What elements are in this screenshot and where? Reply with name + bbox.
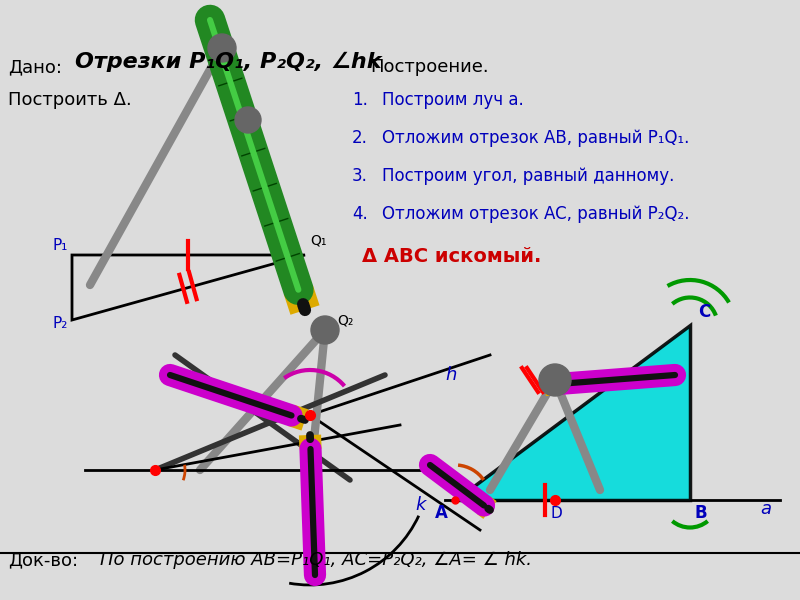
Text: Док-во:: Док-во:: [8, 551, 78, 569]
Circle shape: [235, 107, 261, 133]
Text: По построению AB=P₁Q₁, AC=P₂Q₂, ∠A= ∠ hk.: По построению AB=P₁Q₁, AC=P₂Q₂, ∠A= ∠ hk…: [100, 551, 532, 569]
Circle shape: [539, 364, 571, 396]
Text: B: B: [695, 504, 708, 522]
Text: 1.: 1.: [352, 91, 368, 109]
Text: Q₁: Q₁: [310, 234, 326, 248]
Text: P₁: P₁: [52, 238, 67, 253]
Text: 3.: 3.: [352, 167, 368, 185]
Circle shape: [311, 316, 339, 344]
Text: k: k: [415, 496, 426, 514]
Text: C: C: [698, 303, 710, 321]
Text: Отложим отрезок AB, равный P₁Q₁.: Отложим отрезок AB, равный P₁Q₁.: [382, 129, 690, 147]
Text: 2.: 2.: [352, 129, 368, 147]
Text: Отложим отрезок AC, равный P₂Q₂.: Отложим отрезок AC, равный P₂Q₂.: [382, 205, 690, 223]
Text: a: a: [760, 500, 771, 518]
Text: 4.: 4.: [352, 205, 368, 223]
Text: Построим угол, равный данному.: Построим угол, равный данному.: [382, 167, 674, 185]
Text: Δ ABC искомый.: Δ ABC искомый.: [362, 247, 542, 266]
Text: Q₂: Q₂: [337, 314, 354, 328]
Circle shape: [208, 34, 236, 62]
Text: P₂: P₂: [52, 316, 67, 331]
Text: Дано:: Дано:: [8, 58, 62, 76]
Polygon shape: [455, 325, 690, 500]
Text: h: h: [445, 366, 456, 384]
Text: Отрезки P₁Q₁, P₂Q₂, ∠hk: Отрезки P₁Q₁, P₂Q₂, ∠hk: [75, 52, 382, 72]
Text: Построим луч a.: Построим луч a.: [382, 91, 524, 109]
Text: Построить Δ.: Построить Δ.: [8, 91, 132, 109]
Text: D: D: [550, 506, 562, 521]
Text: A: A: [435, 504, 448, 522]
Text: Построение.: Построение.: [370, 58, 489, 76]
